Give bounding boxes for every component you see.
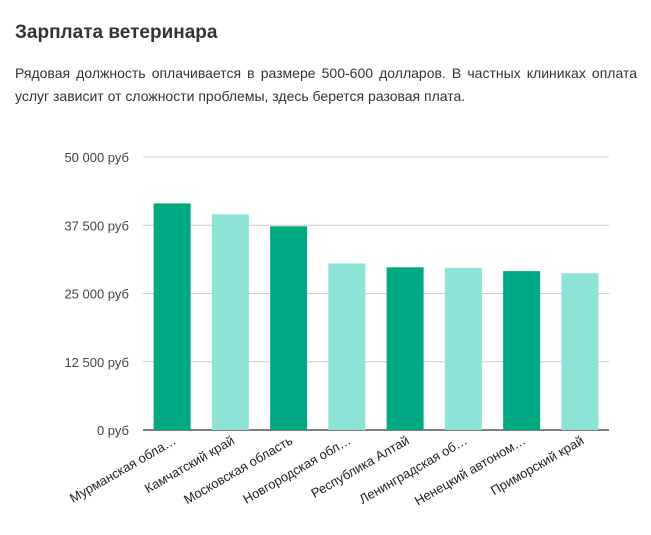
y-tick-label: 37 500 руб bbox=[64, 218, 129, 233]
page-title: Зарплата ветеринара bbox=[15, 22, 218, 43]
bar bbox=[270, 226, 308, 430]
x-axis-labels: Мурманская обла…Камчатский крайМосковска… bbox=[67, 433, 586, 509]
bar bbox=[153, 203, 191, 430]
bar bbox=[503, 271, 541, 430]
bar bbox=[211, 214, 249, 430]
intro-paragraph: Рядовая должность оплачивается в размере… bbox=[15, 65, 637, 104]
x-category-label: Ненецкий автоном… bbox=[412, 433, 528, 509]
x-category-label: Московская область bbox=[181, 433, 295, 508]
y-axis-labels: 0 руб 12 500 руб 25 000 руб 37 500 руб 50 00… bbox=[64, 150, 129, 438]
x-category-label: Новгородская обл… bbox=[240, 433, 353, 507]
bar bbox=[386, 267, 424, 430]
y-tick-label: 50 000 руб bbox=[64, 150, 129, 165]
y-tick-label: 0 руб bbox=[97, 423, 129, 438]
y-tick-label: 12 500 руб bbox=[64, 355, 129, 370]
bars bbox=[153, 203, 599, 430]
x-category-label: Мурманская обла… bbox=[67, 433, 179, 506]
y-tick-label: 25 000 руб bbox=[64, 287, 129, 302]
bar bbox=[328, 263, 366, 430]
bar bbox=[444, 267, 482, 430]
bar bbox=[561, 273, 599, 430]
